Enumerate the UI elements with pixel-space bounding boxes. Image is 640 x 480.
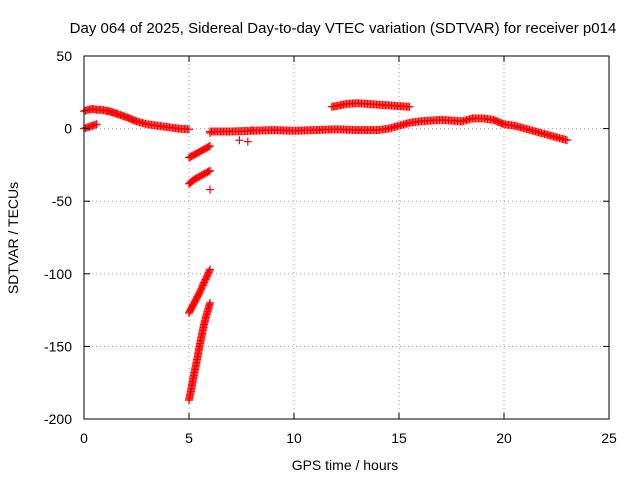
series-arc-2 [80, 120, 101, 133]
series-isolated [206, 126, 256, 194]
x-tick-label: 25 [601, 430, 617, 446]
data-point [205, 266, 214, 275]
x-axis-label: GPS time / hours [292, 457, 399, 473]
series-arc-1 [80, 104, 193, 134]
data-point [206, 142, 214, 151]
data-points [80, 99, 571, 405]
y-tick-label: 50 [56, 48, 72, 64]
data-point [206, 185, 214, 194]
data-point [235, 136, 244, 145]
series-arc-6 [185, 298, 214, 405]
series-arc-4 [185, 166, 214, 188]
x-tick-label: 5 [185, 430, 193, 446]
data-point [206, 166, 214, 175]
data-point [206, 265, 214, 274]
plot-frame [83, 55, 610, 420]
series-arc-3 [185, 142, 214, 162]
chart-title: Day 064 of 2025, Sidereal Day-to-day VTE… [70, 20, 617, 37]
data-point [204, 167, 213, 176]
series-arc-8 [327, 99, 414, 111]
data-point [206, 298, 214, 307]
x-tick-label: 20 [496, 430, 512, 446]
grid [84, 56, 609, 419]
series-arc-5 [185, 265, 214, 318]
data-point [405, 102, 414, 111]
y-axis-label: SDTVAR / TECUs [5, 182, 21, 294]
data-point [243, 137, 252, 146]
data-point [185, 125, 193, 134]
series-arc-7 [206, 114, 571, 145]
data-point [563, 136, 571, 145]
x-tick-label: 10 [286, 430, 302, 446]
x-tick-label: 0 [80, 430, 88, 446]
y-tick-label: 0 [64, 121, 72, 137]
x-tick-label: 15 [391, 430, 407, 446]
y-tick-label: -50 [52, 193, 72, 209]
y-tick-label: -200 [44, 411, 72, 427]
ticks: 0 5 10 15 20 25 -200 -150 -100 -50 0 50 [44, 48, 617, 446]
data-point [204, 142, 213, 151]
y-tick-label: -150 [44, 338, 72, 354]
data-point [92, 120, 101, 129]
y-tick-label: -100 [44, 266, 72, 282]
